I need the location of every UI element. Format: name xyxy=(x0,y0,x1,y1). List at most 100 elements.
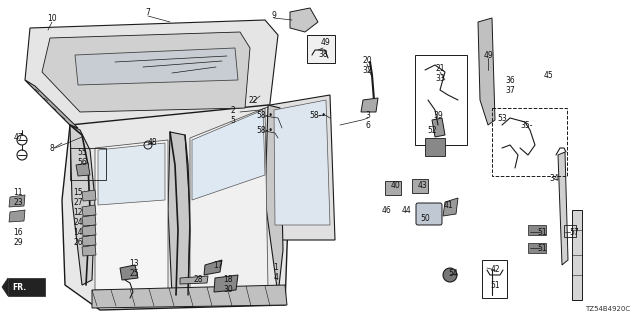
Bar xyxy=(415,55,467,145)
Text: 15: 15 xyxy=(73,188,83,196)
Text: 51: 51 xyxy=(537,228,547,236)
Text: 51: 51 xyxy=(537,244,547,252)
Text: 34: 34 xyxy=(549,173,559,182)
Bar xyxy=(528,225,546,235)
Polygon shape xyxy=(76,163,90,176)
Text: 58-•: 58-• xyxy=(257,110,273,119)
Polygon shape xyxy=(168,132,190,295)
Text: 42: 42 xyxy=(490,266,500,275)
Text: 6: 6 xyxy=(365,121,371,130)
Polygon shape xyxy=(82,190,96,201)
Text: 50: 50 xyxy=(420,213,430,222)
Bar xyxy=(70,148,106,180)
Text: 13: 13 xyxy=(129,259,139,268)
Text: 39: 39 xyxy=(433,110,443,119)
Text: 25: 25 xyxy=(129,268,139,277)
Text: 28: 28 xyxy=(193,276,203,284)
Polygon shape xyxy=(25,20,278,125)
Bar xyxy=(307,35,335,63)
Bar xyxy=(385,181,401,195)
Polygon shape xyxy=(82,235,96,246)
Polygon shape xyxy=(9,195,25,207)
Polygon shape xyxy=(92,285,287,308)
Polygon shape xyxy=(265,105,283,295)
Polygon shape xyxy=(478,18,495,125)
Text: 3: 3 xyxy=(365,110,371,119)
Text: 36: 36 xyxy=(505,76,515,84)
Polygon shape xyxy=(95,140,168,290)
Text: 24: 24 xyxy=(73,218,83,227)
Text: 12: 12 xyxy=(73,207,83,217)
Polygon shape xyxy=(572,210,582,300)
Text: 44: 44 xyxy=(401,205,411,214)
Polygon shape xyxy=(9,210,25,222)
Polygon shape xyxy=(62,105,288,310)
Polygon shape xyxy=(82,205,96,216)
Polygon shape xyxy=(98,143,165,205)
Text: 4: 4 xyxy=(273,274,278,283)
Bar xyxy=(425,138,445,156)
Text: 45: 45 xyxy=(543,70,553,79)
Text: 5: 5 xyxy=(230,116,236,124)
Text: 46: 46 xyxy=(381,205,391,214)
Polygon shape xyxy=(558,152,568,265)
Polygon shape xyxy=(2,278,8,296)
Text: 1: 1 xyxy=(274,263,278,273)
Text: 49: 49 xyxy=(483,51,493,60)
Polygon shape xyxy=(270,95,335,240)
Text: 16: 16 xyxy=(13,228,23,236)
Text: 40: 40 xyxy=(390,180,400,189)
Text: 27: 27 xyxy=(73,197,83,206)
Polygon shape xyxy=(25,80,78,128)
Circle shape xyxy=(443,268,457,282)
Polygon shape xyxy=(443,198,458,216)
Polygon shape xyxy=(70,125,95,285)
Text: 38: 38 xyxy=(318,50,328,59)
Polygon shape xyxy=(42,32,250,112)
Text: 29: 29 xyxy=(13,237,23,246)
Text: 17: 17 xyxy=(213,260,223,269)
Text: 49: 49 xyxy=(320,37,330,46)
Text: 56: 56 xyxy=(77,157,87,166)
Text: 33: 33 xyxy=(435,74,445,83)
Polygon shape xyxy=(432,118,445,137)
Text: 43: 43 xyxy=(417,180,427,189)
Polygon shape xyxy=(290,8,318,32)
Text: 26: 26 xyxy=(73,237,83,246)
Text: 57: 57 xyxy=(569,228,579,236)
FancyBboxPatch shape xyxy=(416,203,442,225)
Text: 7: 7 xyxy=(145,7,150,17)
Text: 35-: 35- xyxy=(520,121,532,130)
Bar xyxy=(492,108,567,176)
Polygon shape xyxy=(8,278,45,296)
Polygon shape xyxy=(120,265,138,280)
Text: 2: 2 xyxy=(230,106,236,115)
Text: 18: 18 xyxy=(223,276,233,284)
Text: 21: 21 xyxy=(435,63,445,73)
Text: 55: 55 xyxy=(77,148,87,156)
Text: 10: 10 xyxy=(47,13,57,22)
Text: 41: 41 xyxy=(443,201,453,210)
Text: 11: 11 xyxy=(13,188,23,196)
Polygon shape xyxy=(190,108,268,290)
Bar xyxy=(482,260,507,298)
Text: TZ54B4920C: TZ54B4920C xyxy=(585,306,630,312)
Text: 30: 30 xyxy=(223,285,233,294)
Polygon shape xyxy=(192,110,265,200)
Text: 14: 14 xyxy=(73,228,83,236)
Text: FR.: FR. xyxy=(12,283,26,292)
Text: 52: 52 xyxy=(427,125,437,134)
Text: 54: 54 xyxy=(448,269,458,278)
Text: 9: 9 xyxy=(271,11,276,20)
Text: 58-•: 58-• xyxy=(310,110,326,119)
Text: 22: 22 xyxy=(248,95,258,105)
Text: 58-•: 58-• xyxy=(257,125,273,134)
Text: 53: 53 xyxy=(497,114,507,123)
Bar xyxy=(564,225,576,237)
Text: 23: 23 xyxy=(13,197,23,206)
Polygon shape xyxy=(214,275,238,292)
Bar xyxy=(412,179,428,193)
Polygon shape xyxy=(82,225,96,236)
Polygon shape xyxy=(361,98,378,112)
Polygon shape xyxy=(82,245,96,256)
